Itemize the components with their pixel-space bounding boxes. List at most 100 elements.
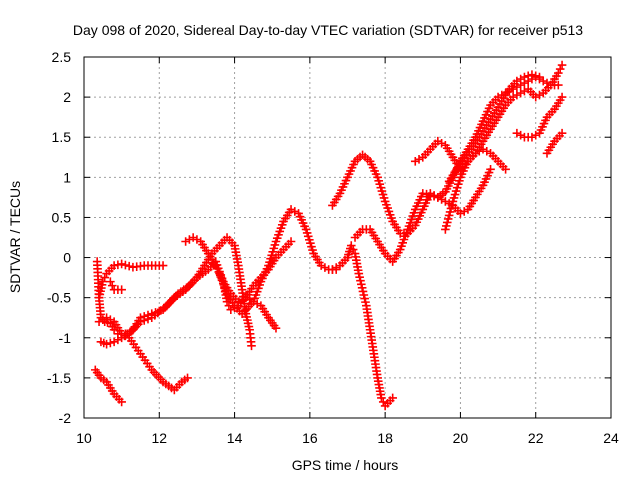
data-point	[357, 283, 367, 293]
data-point	[416, 192, 426, 201]
data-point	[452, 183, 462, 192]
data-point	[483, 107, 492, 116]
data-point	[449, 193, 459, 203]
data-point	[297, 215, 306, 225]
data-point	[408, 211, 418, 221]
data-point	[337, 185, 346, 195]
data-point	[538, 122, 547, 132]
data-point	[368, 163, 378, 173]
data-point	[367, 160, 376, 169]
chart-title: Day 098 of 2020, Sidereal Day-to-day VTE…	[73, 22, 583, 38]
data-point	[379, 193, 389, 203]
data-point	[410, 205, 420, 214]
y-tick-label: 0	[63, 250, 71, 266]
data-point	[384, 207, 394, 216]
data-point	[143, 314, 153, 324]
data-point	[300, 221, 309, 231]
data-point	[255, 280, 264, 290]
data-point	[275, 227, 285, 236]
data-point	[117, 285, 126, 294]
data-point	[416, 208, 426, 217]
data-point	[302, 228, 312, 238]
data-point	[256, 277, 266, 286]
data-point	[378, 190, 388, 199]
data-point	[557, 60, 567, 70]
x-tick-labels: 10 12 14 16 18 20 22 24	[76, 430, 619, 446]
data-point	[308, 245, 317, 255]
data-point	[387, 213, 396, 223]
y-tick-label: 0.5	[52, 209, 72, 225]
x-tick-label: 12	[151, 430, 167, 446]
series-track-14	[444, 70, 544, 186]
y-tick-label: 2.5	[52, 49, 72, 65]
data-point	[251, 290, 261, 300]
data-point	[370, 166, 379, 176]
series-track-2	[94, 259, 168, 302]
data-point	[340, 179, 349, 189]
y-tick-labels: -2 -1.5 -1 -0.5 0 0.5 1 1.5 2 2.5	[47, 49, 71, 426]
data-point	[277, 220, 287, 230]
data-point	[298, 218, 308, 228]
data-point	[419, 201, 429, 211]
data-point	[441, 225, 450, 234]
data-point	[402, 228, 411, 238]
data-point	[453, 179, 463, 189]
data-point	[215, 269, 224, 278]
data-point	[220, 282, 229, 292]
series-track-17	[542, 128, 567, 158]
data-point	[456, 173, 465, 182]
data-point	[557, 92, 567, 102]
data-point	[371, 169, 381, 179]
plot-frame	[83, 56, 612, 419]
y-tick-label: 1	[63, 169, 71, 185]
data-point	[354, 269, 364, 278]
data-point	[451, 186, 461, 196]
data-point	[265, 257, 274, 267]
data-point	[413, 198, 423, 208]
data-point	[523, 71, 533, 81]
data-point	[294, 209, 303, 218]
data-point	[301, 225, 311, 234]
series-track-8	[181, 233, 281, 333]
series-track-15	[441, 60, 567, 234]
data-point	[480, 177, 489, 187]
data-point	[274, 230, 283, 240]
data-point	[480, 113, 489, 123]
data-point	[403, 225, 413, 234]
data-point	[418, 189, 428, 198]
axis-ticks	[83, 56, 612, 419]
x-axis-label: GPS time / hours	[292, 457, 399, 473]
data-point	[267, 250, 276, 260]
data-point	[266, 254, 275, 264]
data-point	[341, 176, 351, 185]
data-point	[360, 294, 369, 303]
data-point	[407, 215, 416, 224]
data-point	[259, 270, 269, 280]
data-point	[375, 179, 385, 189]
data-point	[415, 211, 425, 221]
data-point	[262, 264, 272, 274]
data-point	[218, 279, 228, 288]
data-point	[404, 221, 414, 231]
data-point	[211, 261, 221, 270]
data-point	[554, 80, 563, 90]
data-point	[216, 272, 226, 282]
data-point	[539, 119, 549, 128]
data-point	[295, 212, 305, 221]
data-point	[252, 287, 262, 296]
data-point	[481, 110, 491, 120]
data-point	[347, 163, 357, 173]
data-point	[399, 235, 409, 244]
data-point	[338, 182, 348, 192]
data-point	[250, 294, 259, 303]
data-point	[412, 201, 422, 211]
data-point	[450, 190, 460, 199]
data-point	[303, 232, 313, 241]
data-point	[377, 186, 387, 196]
data-point	[535, 72, 544, 82]
data-point	[418, 205, 428, 214]
data-point	[398, 238, 408, 248]
data-point	[484, 104, 494, 113]
series-track-9	[215, 205, 341, 319]
